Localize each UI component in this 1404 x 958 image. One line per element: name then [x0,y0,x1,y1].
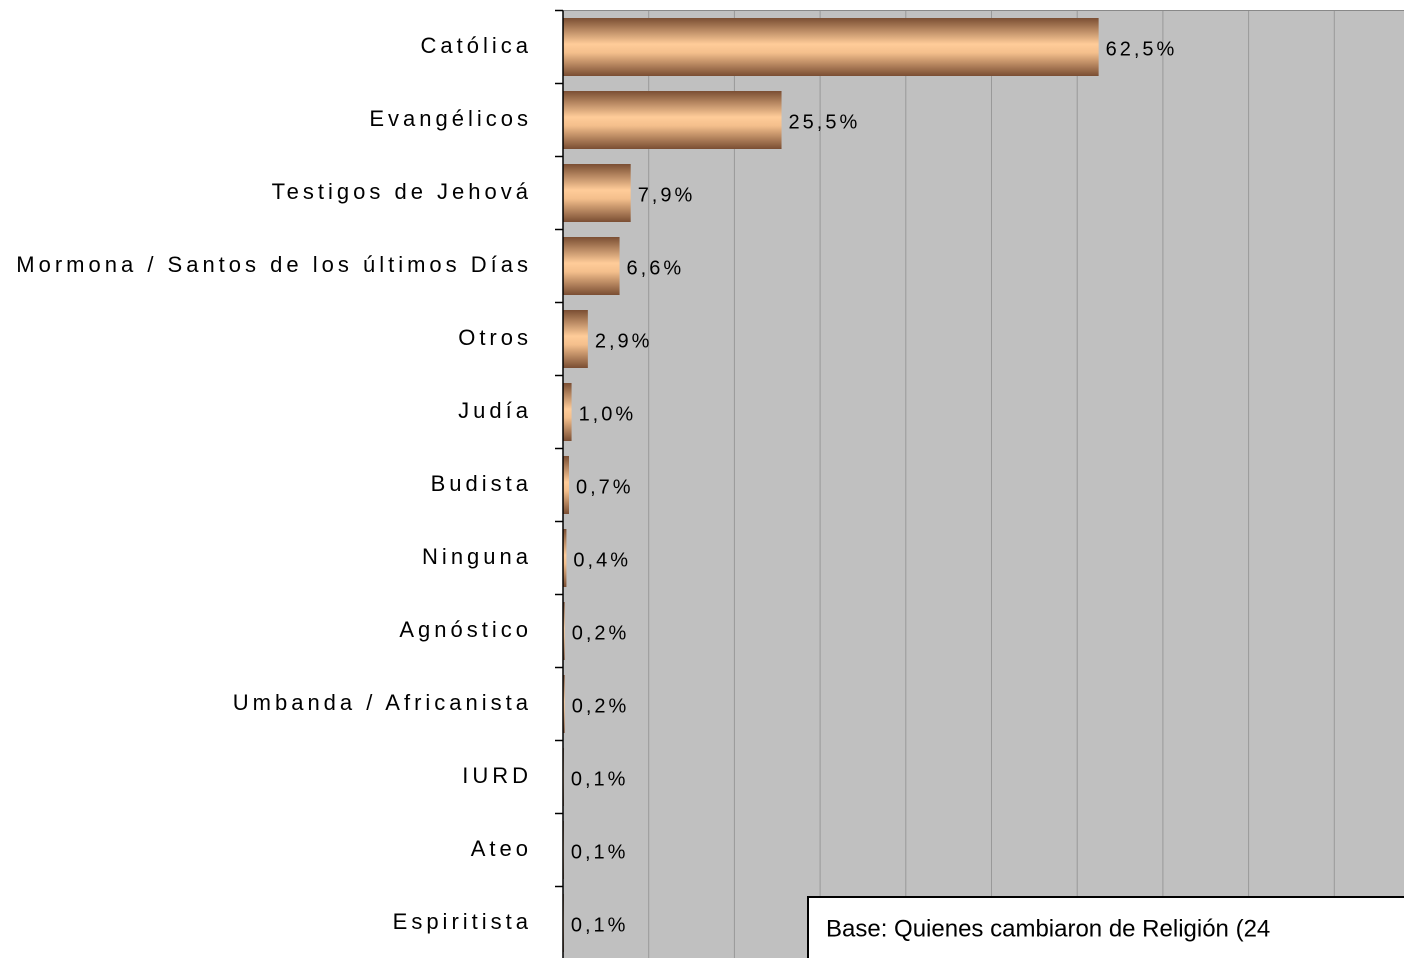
bar [563,164,631,222]
y-tick-label: Otros [458,325,532,350]
value-label: 25,5% [789,111,861,133]
value-label: 6,6% [627,257,685,279]
bar [563,456,569,514]
value-label: 0,2% [572,622,630,644]
bar [563,91,782,149]
y-tick-label: Ateo [471,836,532,861]
bar [563,310,588,368]
value-label: 62,5% [1106,38,1178,60]
value-label: 7,9% [638,184,696,206]
y-tick-label: Mormona / Santos de los últimos Días [16,252,532,277]
bar [563,602,565,660]
y-tick-label: Evangélicos [369,106,532,131]
value-label: 0,2% [572,695,630,717]
y-tick-label: IURD [462,763,532,788]
bar [563,675,565,733]
value-label: 1,0% [579,403,637,425]
bar [563,18,1099,76]
bar [563,383,572,441]
annotation-box [807,896,1404,958]
y-tick-label: Testigos de Jehová [272,179,532,204]
bar [563,237,620,295]
y-tick-label: Umbanda / Africanista [233,690,532,715]
y-tick-label: Católica [421,33,532,58]
y-tick-label: Judía [458,398,532,423]
y-tick-label: Ninguna [422,544,532,569]
y-tick-label: Espiritista [393,909,532,934]
plot-area [563,10,1404,958]
y-tick-label: Agnóstico [399,617,532,642]
value-label: 0,4% [573,549,631,571]
value-label: 0,1% [571,841,629,863]
annotation: Base: Quienes cambiaron de Religión (24 [826,915,1270,942]
value-label: 0,7% [576,476,634,498]
bar [563,529,567,587]
value-label: 0,1% [571,914,629,936]
value-label: 0,1% [571,768,629,790]
y-tick-label: Budista [431,471,532,496]
value-label: 2,9% [595,330,653,352]
